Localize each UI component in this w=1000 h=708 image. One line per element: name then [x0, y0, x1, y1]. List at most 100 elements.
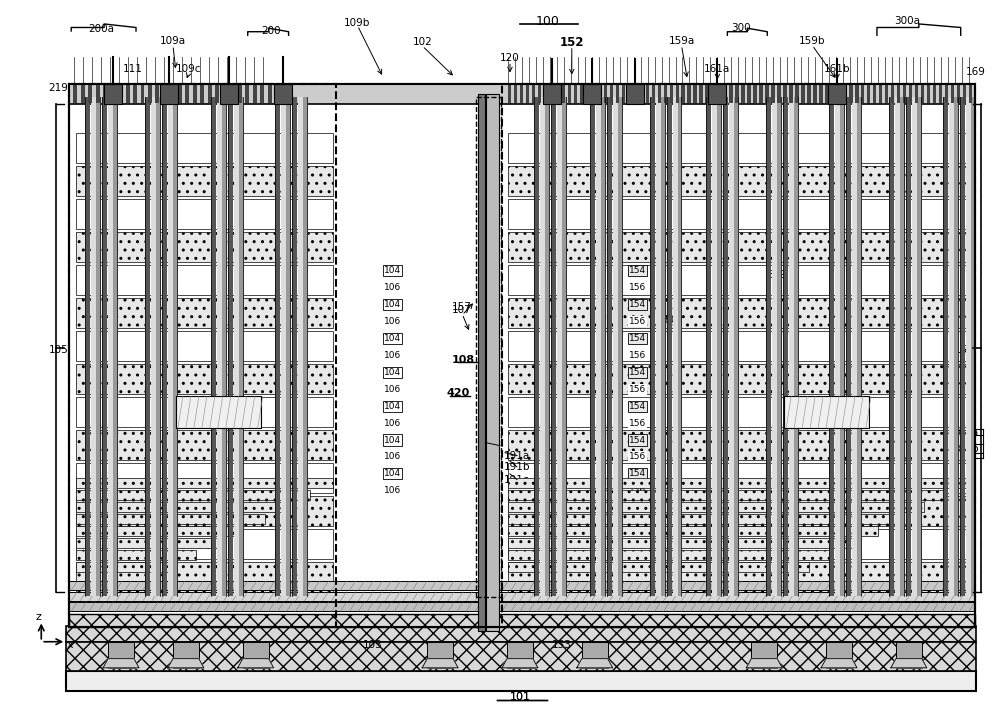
Bar: [813, 84, 817, 103]
Bar: [949, 98, 954, 596]
Bar: [69, 84, 336, 627]
Bar: [141, 84, 144, 103]
Bar: [583, 84, 601, 103]
Bar: [69, 615, 975, 627]
Bar: [245, 84, 249, 103]
Bar: [223, 84, 227, 103]
Text: 309: 309: [767, 270, 787, 280]
Bar: [508, 490, 947, 500]
Bar: [76, 529, 333, 559]
Text: 106: 106: [384, 418, 401, 428]
Bar: [508, 298, 970, 329]
Text: 191: 191: [482, 439, 502, 450]
Bar: [828, 84, 846, 103]
Bar: [108, 641, 134, 668]
Bar: [69, 84, 975, 103]
Bar: [76, 526, 242, 536]
Text: 161b: 161b: [824, 64, 850, 74]
Bar: [954, 98, 959, 596]
Bar: [618, 98, 623, 596]
Text: 108: 108: [452, 355, 475, 365]
Text: 156: 156: [629, 351, 646, 360]
Text: 152: 152: [560, 36, 584, 49]
Bar: [520, 84, 523, 103]
Text: 104: 104: [384, 334, 401, 343]
Bar: [939, 84, 942, 103]
Bar: [840, 98, 845, 596]
Bar: [508, 199, 970, 229]
Text: 106: 106: [384, 452, 401, 462]
Bar: [771, 84, 775, 103]
Bar: [917, 98, 922, 596]
Bar: [556, 84, 559, 103]
Bar: [852, 98, 857, 596]
Bar: [76, 538, 219, 548]
Bar: [508, 166, 970, 196]
Text: 107: 107: [452, 305, 472, 315]
Bar: [508, 538, 855, 548]
Bar: [76, 298, 333, 329]
Bar: [650, 98, 655, 596]
Bar: [777, 84, 781, 103]
Text: 157: 157: [452, 302, 472, 312]
Text: 109a: 109a: [160, 36, 186, 46]
Bar: [303, 98, 308, 596]
Bar: [151, 98, 156, 596]
Bar: [678, 98, 682, 596]
Bar: [933, 84, 936, 103]
Bar: [163, 84, 167, 103]
Bar: [508, 514, 901, 524]
Bar: [508, 529, 970, 559]
Bar: [508, 265, 970, 295]
Bar: [723, 98, 728, 596]
Bar: [274, 84, 292, 103]
Text: 120: 120: [500, 53, 520, 63]
Bar: [826, 641, 852, 668]
Text: 104: 104: [384, 368, 401, 377]
Bar: [96, 84, 100, 103]
Bar: [794, 98, 799, 596]
Bar: [96, 98, 101, 596]
Bar: [173, 641, 199, 668]
Bar: [76, 331, 333, 361]
Bar: [837, 84, 841, 103]
Bar: [162, 98, 167, 596]
Text: 154: 154: [629, 401, 646, 411]
Bar: [574, 84, 577, 103]
Bar: [912, 98, 917, 596]
Bar: [857, 98, 862, 596]
Bar: [66, 626, 976, 641]
Bar: [711, 84, 715, 103]
Bar: [76, 166, 333, 196]
Bar: [76, 463, 333, 493]
Bar: [735, 84, 739, 103]
Bar: [508, 496, 970, 526]
Bar: [734, 98, 739, 596]
Text: 156: 156: [629, 317, 646, 326]
Bar: [751, 641, 777, 668]
Bar: [562, 98, 567, 596]
Bar: [895, 98, 900, 596]
Bar: [145, 98, 150, 596]
Bar: [849, 84, 853, 103]
Text: 103: 103: [362, 640, 382, 650]
Text: 153: 153: [552, 640, 572, 650]
Text: x: x: [67, 639, 74, 649]
Bar: [673, 98, 678, 596]
Bar: [960, 98, 965, 596]
Bar: [825, 84, 829, 103]
Bar: [193, 84, 197, 103]
Bar: [596, 98, 601, 596]
Bar: [601, 98, 606, 596]
Bar: [208, 84, 212, 103]
Bar: [971, 98, 976, 596]
Text: 109c: 109c: [176, 64, 202, 74]
Bar: [476, 96, 501, 598]
Bar: [228, 98, 233, 596]
Bar: [111, 84, 115, 103]
Text: 104: 104: [384, 401, 401, 411]
Bar: [687, 84, 691, 103]
Bar: [705, 84, 709, 103]
Bar: [540, 98, 545, 596]
Text: 156: 156: [629, 452, 646, 462]
